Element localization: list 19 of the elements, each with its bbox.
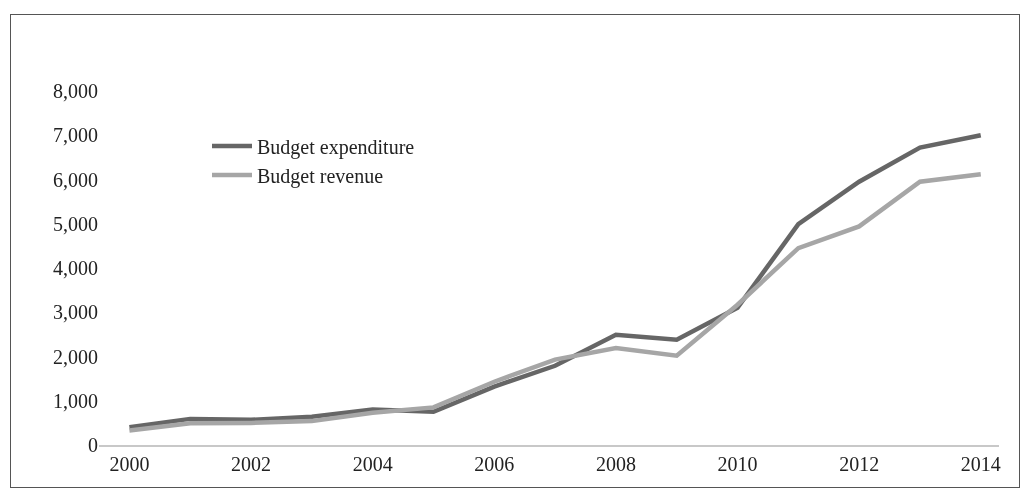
y-tick-label: 7,000 [53, 124, 98, 147]
x-tick-label: 2010 [717, 452, 758, 475]
y-tick-label: 4,000 [53, 257, 98, 279]
legend-label: Budget revenue [257, 164, 384, 188]
y-tick-label: 6,000 [53, 168, 98, 191]
x-tick-label: 2000 [109, 452, 150, 475]
y-tick-label: 0 [88, 434, 98, 456]
x-tick-label: 2006 [474, 452, 515, 475]
x-tick-label: 2004 [352, 452, 393, 475]
x-tick-label: 2014 [960, 452, 1001, 475]
y-tick-label: 1,000 [53, 389, 98, 412]
x-tick-label: 2002 [231, 452, 272, 475]
x-tick-label: 2008 [595, 452, 636, 475]
y-tick-label: 5,000 [53, 212, 98, 235]
y-tick-label: 8,000 [53, 80, 98, 102]
x-tick-label: 2012 [839, 452, 880, 475]
legend-label: Budget expenditure [257, 135, 415, 159]
y-tick-label: 3,000 [53, 301, 98, 324]
y-tick-label: 2,000 [53, 345, 98, 368]
